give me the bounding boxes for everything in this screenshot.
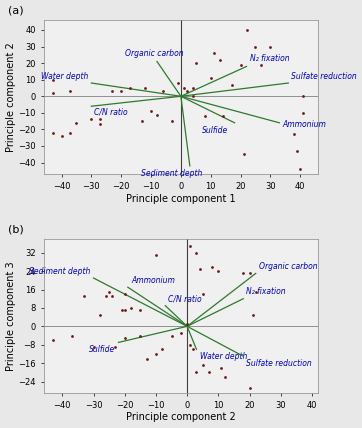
Text: Sediment depth: Sediment depth <box>29 267 90 276</box>
Text: (a): (a) <box>8 6 24 15</box>
Text: Sulfide: Sulfide <box>89 345 115 354</box>
Text: Organic carbon: Organic carbon <box>259 262 317 271</box>
Text: C/N ratio: C/N ratio <box>94 108 128 117</box>
Text: Sediment depth: Sediment depth <box>141 169 203 178</box>
Text: Sulfate reduction: Sulfate reduction <box>247 359 312 368</box>
Text: Water depth: Water depth <box>41 72 88 81</box>
Text: (b): (b) <box>8 224 24 234</box>
Y-axis label: Principle component 3: Principle component 3 <box>5 261 16 371</box>
Y-axis label: Principle component 2: Principle component 2 <box>5 42 16 152</box>
Text: Organic carbon: Organic carbon <box>125 49 183 58</box>
Text: N₂ fixation: N₂ fixation <box>247 288 286 297</box>
X-axis label: Principle component 1: Principle component 1 <box>126 193 236 204</box>
Text: Sulfide: Sulfide <box>202 126 229 135</box>
Text: Ammonium: Ammonium <box>282 120 326 129</box>
X-axis label: Principle component 2: Principle component 2 <box>126 413 236 422</box>
Text: C/N ratio: C/N ratio <box>168 294 202 303</box>
Text: Water depth: Water depth <box>199 352 247 361</box>
Text: N₂ fixation: N₂ fixation <box>249 54 289 63</box>
Text: Ammonium: Ammonium <box>131 276 175 285</box>
Text: Sulfate reduction: Sulfate reduction <box>291 72 357 81</box>
